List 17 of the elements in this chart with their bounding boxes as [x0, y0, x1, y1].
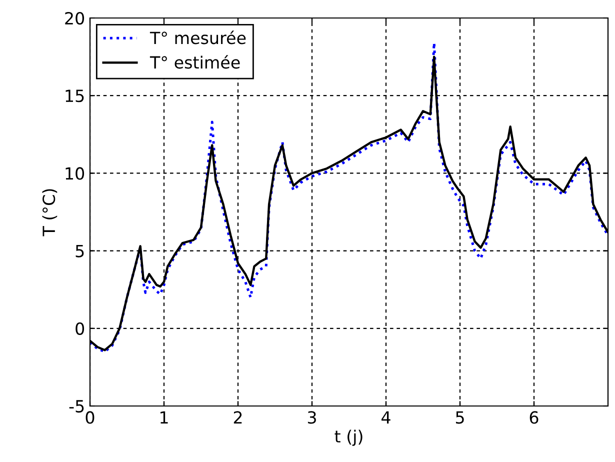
- x-tick-label: 2: [234, 411, 242, 424]
- x-tick-label: 0: [86, 411, 94, 424]
- x-tick-label: 1: [160, 411, 168, 424]
- legend-label: T° estimée: [150, 55, 240, 69]
- x-tick-label: 3: [308, 411, 316, 424]
- y-tick-label: 0: [76, 322, 84, 335]
- x-tick-label: 4: [382, 411, 390, 424]
- x-axis-title: t (j): [334, 430, 362, 446]
- y-axis-title: T (°C): [42, 189, 58, 236]
- y-tick-label: -5: [69, 400, 84, 413]
- x-tick-label: 5: [456, 411, 464, 424]
- y-tick-label: 20: [65, 12, 84, 25]
- x-tick-label: 6: [530, 411, 538, 424]
- legend-label: T° mesurée: [150, 30, 246, 44]
- y-tick-label: 5: [76, 244, 84, 258]
- y-tick-label: 15: [66, 90, 84, 102]
- y-tick-label: 10: [66, 167, 84, 180]
